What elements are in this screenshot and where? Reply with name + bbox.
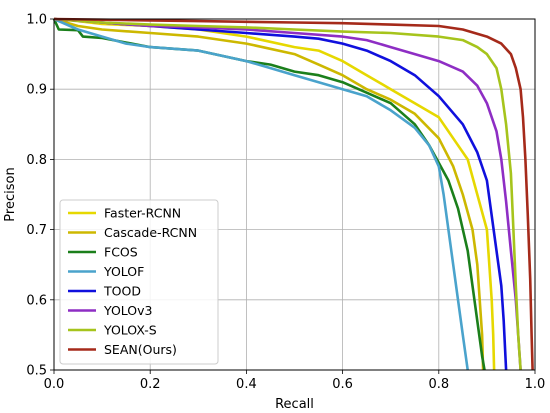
legend-label: YOLOX-S <box>103 323 157 338</box>
series-line-fcos <box>52 18 486 371</box>
series-line-yolof <box>53 17 469 371</box>
legend-label: FCOS <box>104 245 138 260</box>
x-tick-label: 1.0 <box>525 377 546 392</box>
legend-label: YOLOv3 <box>103 303 153 318</box>
series-line-yolox-s <box>53 17 522 371</box>
series-line-cascade-rcnn <box>53 17 485 371</box>
axis-ticks: 0.0 0.2 0.4 0.6 0.8 1.0 0.5 0.6 0.7 0.8 0.9 1.0 <box>26 13 545 393</box>
legend-label: Faster-RCNN <box>104 206 181 221</box>
plot-frame <box>53 18 536 371</box>
legend-label: TOOD <box>103 284 141 299</box>
series-line-tood <box>53 17 508 371</box>
x-tick-label: 0.2 <box>140 377 161 392</box>
y-tick-label: 1.0 <box>26 13 47 28</box>
legend-label: Cascade-RCNN <box>104 225 197 240</box>
y-tick-label: 0.9 <box>26 83 47 98</box>
y-tick-label: 0.7 <box>26 223 47 238</box>
legend: Faster-RCNN Cascade-RCNN FCOS YOLOF TOOD YOLO… <box>59 199 219 365</box>
x-axis-label: Recall <box>275 397 314 412</box>
x-tick-label: 0.4 <box>236 377 257 392</box>
legend-label: SEAN(Ours) <box>104 342 177 357</box>
x-tick-label: 0.0 <box>44 377 65 392</box>
legend-label: YOLOF <box>103 264 144 279</box>
x-tick-label: 0.6 <box>332 377 353 392</box>
y-tick-label: 0.6 <box>26 293 47 308</box>
series-line-sean-ours <box>53 17 534 371</box>
y-axis-label: Precison <box>3 167 18 221</box>
legend-box <box>59 199 219 365</box>
y-tick-label: 0.8 <box>26 153 47 168</box>
series-layer <box>52 17 534 371</box>
series-line-yolov3 <box>53 17 522 371</box>
y-tick-label: 0.5 <box>26 364 47 379</box>
x-tick-label: 0.8 <box>428 377 449 392</box>
